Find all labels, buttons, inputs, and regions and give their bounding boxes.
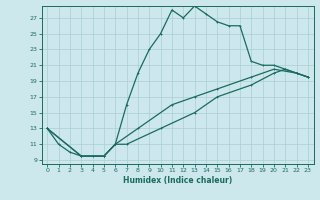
X-axis label: Humidex (Indice chaleur): Humidex (Indice chaleur) [123, 176, 232, 185]
